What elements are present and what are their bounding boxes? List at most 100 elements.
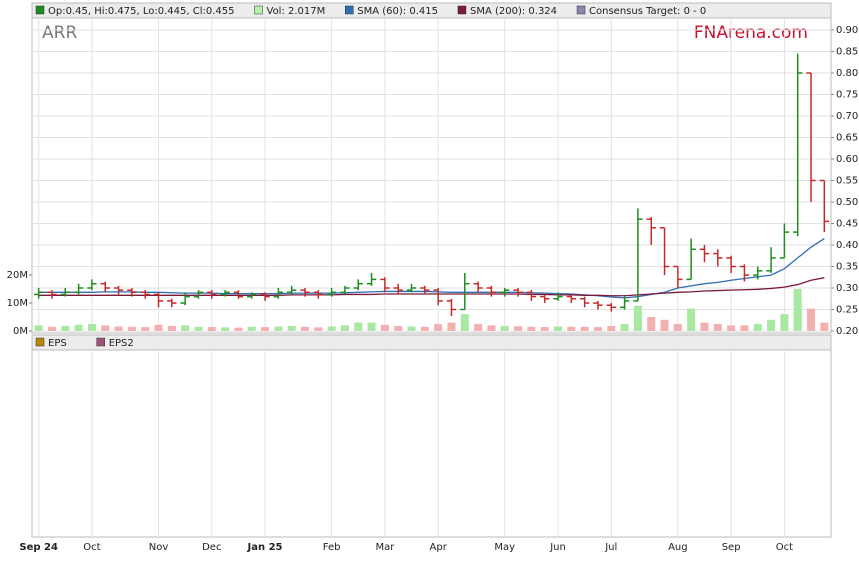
- volume-tick-label: 10M: [7, 298, 28, 309]
- watermark: FNArena.com: [694, 23, 808, 43]
- volume-bar: [740, 325, 749, 331]
- y-tick-label: 0.45: [836, 219, 858, 230]
- x-tick-label: Feb: [323, 542, 341, 553]
- y-tick-label: 0.40: [836, 240, 858, 251]
- volume-bar: [554, 326, 563, 331]
- legend-label: Vol: 2.017M: [267, 6, 326, 17]
- volume-bar: [593, 327, 602, 331]
- volume-bar: [61, 325, 70, 331]
- volume-bar: [261, 327, 270, 331]
- volume-bar: [380, 324, 389, 331]
- volume-bar: [274, 326, 283, 331]
- legend-label: SMA (200): 0.324: [470, 6, 557, 17]
- volume-bar: [460, 314, 469, 331]
- volume-bar: [300, 326, 309, 331]
- y-tick-label: 0.55: [836, 176, 858, 187]
- volume-bar: [540, 327, 549, 331]
- volume-bar: [753, 324, 762, 331]
- x-tick-label: Nov: [149, 542, 169, 553]
- legend-label: Op:0.45, Hi:0.475, Lo:0.445, Cl:0.455: [48, 6, 235, 17]
- volume-bar: [34, 325, 43, 331]
- volume-bar: [154, 324, 163, 331]
- volume-bar: [820, 322, 829, 331]
- x-tick-label: Oct: [83, 542, 100, 553]
- volume-bar: [514, 326, 523, 331]
- volume-bar: [127, 326, 136, 331]
- y-tick-label: 0.90: [836, 25, 858, 36]
- volume-bar: [367, 322, 376, 331]
- volume-bar: [607, 325, 616, 331]
- volume-bar: [87, 324, 96, 331]
- volume-bar: [394, 325, 403, 331]
- x-tick-label: Mar: [375, 542, 395, 553]
- volume-bar: [74, 324, 83, 331]
- eps-legend-strip: [31, 334, 832, 351]
- legend-swatch: [345, 5, 354, 15]
- legend-swatch: [35, 337, 45, 347]
- legend-swatch: [254, 5, 263, 15]
- volume-bar: [527, 326, 536, 331]
- legend-swatch: [96, 337, 105, 347]
- volume-bar: [340, 325, 349, 331]
- volume-bar: [207, 327, 216, 331]
- volume-bar: [114, 326, 123, 331]
- x-tick-label: Sep 24: [19, 542, 58, 553]
- legend-label: EPS2: [109, 338, 134, 349]
- legend-label: SMA (60): 0.415: [357, 6, 438, 17]
- y-tick-label: 0.30: [836, 283, 858, 294]
- volume-bar: [767, 319, 776, 331]
- y-tick-label: 0.70: [836, 111, 858, 122]
- volume-bar: [327, 326, 336, 331]
- y-tick-label: 0.75: [836, 90, 858, 101]
- volume-bar: [620, 324, 629, 331]
- volume-bar: [221, 327, 230, 331]
- volume-bar: [727, 325, 736, 331]
- x-tick-label: Dec: [202, 542, 221, 553]
- x-tick-label: Apr: [430, 542, 448, 553]
- volume-bar: [660, 319, 669, 331]
- volume-bar: [101, 325, 110, 331]
- volume-bar: [793, 289, 802, 331]
- y-tick-label: 0.20: [836, 326, 858, 337]
- legend-strip: [31, 2, 832, 19]
- legend-swatch: [576, 5, 586, 15]
- volume-tick-label: 0M: [13, 326, 28, 337]
- volume-bar: [567, 326, 576, 331]
- volume-bar: [234, 327, 243, 331]
- volume-bar: [314, 327, 323, 331]
- volume-bar: [141, 327, 150, 331]
- x-tick-label: Jun: [549, 542, 566, 553]
- volume-bar: [474, 324, 483, 331]
- volume-bar: [487, 325, 496, 331]
- y-tick-label: 0.60: [836, 154, 858, 165]
- volume-bar: [447, 322, 456, 331]
- x-tick-label: May: [494, 542, 515, 553]
- volume-bar: [420, 326, 429, 331]
- y-tick-label: 0.85: [836, 47, 858, 58]
- x-tick-label: Oct: [776, 542, 793, 553]
- volume-bar: [780, 314, 789, 331]
- volume-bar: [407, 326, 416, 331]
- volume-tick-label: 20M: [7, 270, 28, 281]
- y-tick-label: 0.80: [836, 68, 858, 79]
- volume-bar: [673, 324, 682, 331]
- legend-swatch: [35, 5, 45, 15]
- y-tick-label: 0.65: [836, 133, 858, 144]
- eps-panel: [31, 334, 832, 538]
- price-panel: [31, 2, 832, 334]
- x-tick-label: Jan 25: [247, 542, 283, 553]
- y-tick-label: 0.25: [836, 305, 858, 316]
- volume-bar: [354, 322, 363, 331]
- volume-bar: [287, 325, 296, 331]
- volume-bar: [633, 305, 642, 331]
- x-tick-label: Sep: [722, 542, 741, 553]
- volume-bar: [580, 326, 589, 331]
- ticker: ARR: [42, 23, 77, 43]
- x-tick-label: Jul: [604, 542, 617, 553]
- sma-line: [38, 238, 825, 299]
- volume-bar: [181, 325, 190, 331]
- volume-bar: [713, 324, 722, 331]
- volume-bar: [167, 325, 176, 331]
- x-tick-label: Aug: [668, 542, 688, 553]
